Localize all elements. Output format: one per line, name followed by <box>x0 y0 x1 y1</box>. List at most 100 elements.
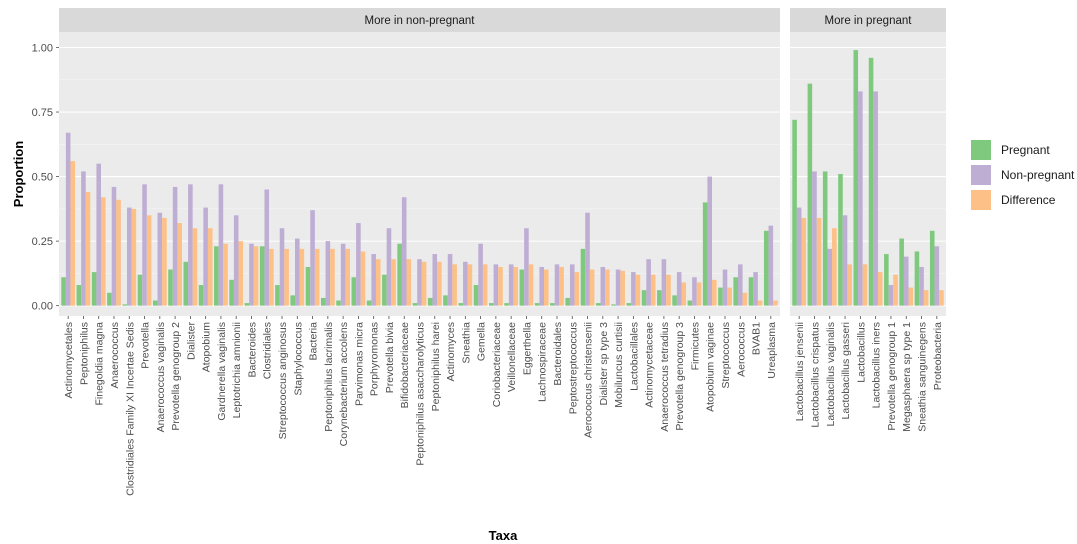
bar-pregnant <box>336 300 341 306</box>
bar-difference <box>666 274 671 306</box>
bar-difference <box>299 248 305 306</box>
bar-difference <box>847 264 852 306</box>
x-tick-label: Aerococcus christensenii <box>583 322 595 438</box>
bar-difference <box>893 274 898 306</box>
bar-non-pregnant <box>524 228 529 306</box>
bar-pregnant <box>914 251 920 306</box>
bar-non-pregnant <box>142 184 147 306</box>
bar-difference <box>528 264 534 306</box>
bar-difference <box>589 269 595 306</box>
bar-difference <box>801 217 807 306</box>
bar-difference <box>559 266 564 306</box>
bar-non-pregnant <box>264 189 270 306</box>
bar-pregnant <box>443 295 448 306</box>
y-tick-label: 0.75 <box>32 107 53 119</box>
bar-non-pregnant <box>661 259 667 306</box>
x-tick-label: Dialister sp type 3 <box>598 322 610 406</box>
x-tick-label: Gardnerella vaginalis <box>216 322 228 421</box>
bar-difference <box>681 282 687 306</box>
x-tick-label: Peptoniphilus lacrimalis <box>323 322 335 432</box>
bar-pregnant <box>489 303 494 306</box>
x-tick-label: Coriobacteriaceae <box>491 322 503 407</box>
bar-difference <box>314 248 320 306</box>
bar-non-pregnant <box>157 212 163 306</box>
bar-difference <box>908 287 914 306</box>
bar-pregnant <box>152 300 158 306</box>
legend-key <box>971 140 991 160</box>
bar-difference <box>146 215 152 306</box>
bar-non-pregnant <box>858 91 863 306</box>
x-tick-label: Gemella <box>476 322 488 361</box>
bar-non-pregnant <box>65 132 71 306</box>
bar-difference <box>696 282 702 306</box>
bar-difference <box>543 269 549 306</box>
bar-non-pregnant <box>919 266 924 306</box>
x-tick-label: Peptoniphilus harei <box>430 322 442 411</box>
bar-non-pregnant <box>615 269 621 306</box>
bar-difference <box>253 246 259 306</box>
bar-pregnant <box>198 285 204 306</box>
x-tick-label: Anaerococcus vaginalis <box>155 322 167 432</box>
bar-pregnant <box>305 266 311 306</box>
x-tick-label: Lactobacillus vaginalis <box>825 322 837 426</box>
x-tick-label: Sneathia sanguinegens <box>917 322 929 432</box>
y-tick-label: 0.00 <box>32 301 53 313</box>
bar-pregnant <box>853 50 859 306</box>
x-tick-label: Bacteroides <box>246 322 258 377</box>
legend: Pregnant Non-pregnant Difference <box>971 140 1075 210</box>
bar-non-pregnant <box>310 210 315 306</box>
bar-difference <box>177 223 182 306</box>
bar-difference <box>421 261 427 306</box>
x-tick-label: Staphylococcus <box>292 322 304 396</box>
bar-non-pregnant <box>81 171 86 306</box>
x-tick-label: Bifidobacteriaceae <box>399 322 411 409</box>
bar-difference <box>406 259 412 306</box>
bar-non-pregnant <box>493 264 499 306</box>
bar-non-pregnant <box>218 184 224 306</box>
x-tick-label: Prevotella genogroup 3 <box>674 322 686 431</box>
bar-pregnant <box>687 300 693 306</box>
x-tick-label: Peptoniphilus <box>78 322 90 385</box>
bar-non-pregnant <box>722 269 728 306</box>
bar-non-pregnant <box>585 212 590 306</box>
bar-pregnant <box>580 248 586 306</box>
x-tick-label: Proteobacteria <box>932 322 944 390</box>
bar-difference <box>85 192 91 306</box>
bar-pregnant <box>748 277 754 306</box>
facet-strip <box>59 8 780 32</box>
x-tick-label: Lactobacillus iners <box>871 322 883 408</box>
bar-difference <box>513 266 519 306</box>
bar-difference <box>238 241 244 306</box>
bar-non-pregnant <box>96 163 101 306</box>
bar-difference <box>391 259 396 306</box>
bar-difference <box>816 217 822 306</box>
x-tick-label: Megasphaera sp type 1 <box>901 322 913 432</box>
bar-pregnant <box>183 261 189 306</box>
bar-non-pregnant <box>631 272 636 306</box>
bar-pregnant <box>91 272 97 306</box>
bar-difference <box>345 248 350 306</box>
bar-pregnant <box>259 246 265 306</box>
bar-non-pregnant <box>646 259 651 306</box>
bar-pregnant <box>427 297 433 306</box>
x-tick-label: Anaerococcus tetradius <box>659 322 671 432</box>
bar-non-pregnant <box>768 225 774 306</box>
bar-non-pregnant <box>692 277 697 306</box>
bar-pregnant <box>626 303 632 306</box>
bar-pregnant <box>733 277 738 306</box>
bar-pregnant <box>792 119 797 306</box>
x-tick-label: Bacteroidales <box>552 322 564 386</box>
x-tick-label: Finegoldia magna <box>94 322 106 406</box>
bar-non-pregnant <box>295 238 300 306</box>
y-tick-label: 0.50 <box>32 172 53 184</box>
x-tick-label: Lachnospiraceae <box>537 322 549 402</box>
bar-non-pregnant <box>796 207 802 306</box>
bar-non-pregnant <box>600 266 606 306</box>
bar-difference <box>207 228 213 306</box>
bar-non-pregnant <box>903 256 909 306</box>
x-tick-label: Atopobium <box>201 322 213 372</box>
x-tick-label: Leptotrichia amnionii <box>231 322 243 418</box>
bar-pregnant <box>122 304 127 306</box>
bar-non-pregnant <box>569 264 575 306</box>
